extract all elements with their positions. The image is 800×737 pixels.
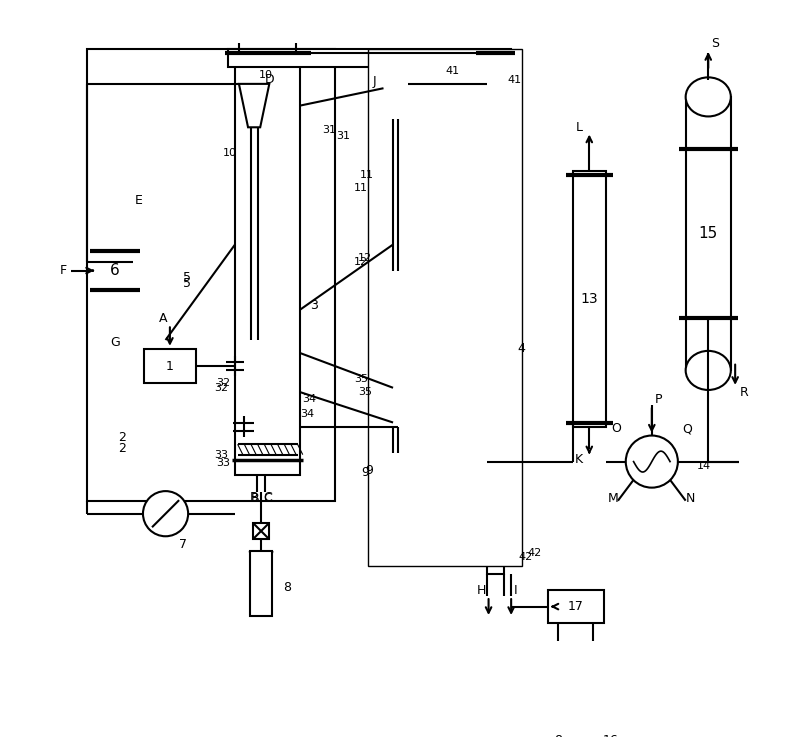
Bar xyxy=(548,677,569,729)
Text: B: B xyxy=(250,491,258,503)
Ellipse shape xyxy=(97,202,134,226)
Text: 42: 42 xyxy=(518,552,533,562)
Text: J: J xyxy=(372,74,376,88)
Text: 5: 5 xyxy=(183,277,191,290)
Bar xyxy=(573,171,606,427)
Text: K: K xyxy=(575,453,583,467)
Bar xyxy=(97,214,134,327)
Circle shape xyxy=(626,436,678,488)
Text: 34: 34 xyxy=(302,394,316,404)
Text: B: B xyxy=(250,492,259,506)
Text: 8: 8 xyxy=(554,734,562,737)
Text: 9: 9 xyxy=(366,464,374,477)
Text: M: M xyxy=(607,492,618,505)
Text: 41: 41 xyxy=(507,74,522,85)
Text: 31: 31 xyxy=(337,131,350,141)
Text: 10: 10 xyxy=(222,148,237,158)
Text: 4: 4 xyxy=(518,342,525,355)
Text: 34: 34 xyxy=(300,409,314,419)
Ellipse shape xyxy=(686,351,731,390)
Text: 1: 1 xyxy=(166,360,174,373)
Text: 35: 35 xyxy=(358,387,372,397)
Text: 16: 16 xyxy=(602,734,618,737)
Text: 9: 9 xyxy=(362,466,370,478)
Text: Q: Q xyxy=(682,422,692,435)
Ellipse shape xyxy=(686,77,731,116)
Text: 11: 11 xyxy=(354,183,368,193)
Text: 33: 33 xyxy=(214,450,228,460)
Text: 33: 33 xyxy=(217,458,230,468)
Text: A: A xyxy=(158,312,167,325)
Bar xyxy=(548,590,604,623)
Text: 31: 31 xyxy=(322,125,336,135)
Bar xyxy=(144,349,196,383)
Text: 10: 10 xyxy=(258,69,273,80)
Ellipse shape xyxy=(97,315,134,339)
Text: P: P xyxy=(655,393,662,405)
Text: 13: 13 xyxy=(581,292,598,306)
Circle shape xyxy=(143,491,188,537)
Bar xyxy=(582,677,604,729)
Text: S: S xyxy=(711,37,719,49)
Text: 5: 5 xyxy=(183,271,191,284)
Text: 3: 3 xyxy=(310,298,318,312)
Bar xyxy=(686,97,731,371)
Text: 2: 2 xyxy=(118,442,126,455)
Text: 6: 6 xyxy=(110,263,120,278)
Text: 14: 14 xyxy=(697,461,711,471)
Polygon shape xyxy=(239,84,270,128)
Bar xyxy=(228,49,511,66)
Bar xyxy=(235,54,300,475)
Text: 7: 7 xyxy=(178,537,186,551)
Text: 41: 41 xyxy=(445,66,459,76)
Text: 35: 35 xyxy=(354,374,368,384)
Polygon shape xyxy=(383,84,408,119)
Text: 12: 12 xyxy=(354,257,368,267)
Text: R: R xyxy=(739,385,748,399)
Text: G: G xyxy=(110,336,120,349)
Text: 32: 32 xyxy=(214,383,228,393)
Text: N: N xyxy=(686,492,695,505)
Text: E: E xyxy=(135,194,143,207)
Text: C: C xyxy=(264,491,272,503)
Bar xyxy=(254,523,269,539)
Text: 12: 12 xyxy=(358,253,372,262)
Text: D: D xyxy=(265,73,274,86)
Bar xyxy=(250,551,272,616)
Text: O: O xyxy=(611,422,622,435)
Bar xyxy=(586,650,601,666)
Bar xyxy=(550,650,566,666)
Text: I: I xyxy=(514,584,518,596)
Text: L: L xyxy=(575,121,582,134)
Text: 15: 15 xyxy=(698,226,718,241)
Text: C: C xyxy=(262,492,271,506)
Text: 42: 42 xyxy=(527,548,542,558)
Text: 17: 17 xyxy=(568,600,584,613)
Text: F: F xyxy=(59,264,66,277)
Bar xyxy=(87,49,335,500)
Text: 8: 8 xyxy=(282,581,290,594)
Text: H: H xyxy=(477,584,486,596)
Bar xyxy=(487,54,504,574)
Text: 2: 2 xyxy=(118,431,126,444)
Text: 11: 11 xyxy=(360,170,374,180)
Bar xyxy=(368,49,522,566)
Text: 32: 32 xyxy=(217,378,230,388)
